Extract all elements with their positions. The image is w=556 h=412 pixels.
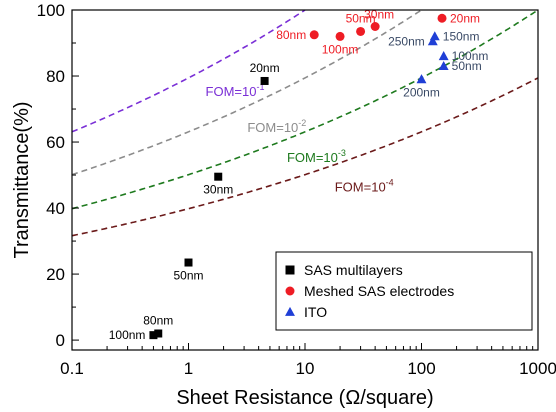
point-label: 80nm [276,28,306,42]
x-tick-label: 100 [407,359,435,378]
fom-curve-4 [71,77,539,237]
point-circle-1 [309,30,319,40]
fom-labels: FOM=10-1 FOM=10-2 FOM=10-3 FOM=10-4 [206,82,394,195]
y-tick-label: 80 [46,67,65,86]
fom-label-3: FOM=10-3 [287,148,346,165]
point-triangle-1 [416,74,427,84]
legend: SAS multilayers Meshed SAS electrodes ITO [275,251,533,331]
y-tick-label: 40 [46,199,65,218]
point-circle-3 [356,26,366,36]
fom-curve-3 [71,9,539,210]
x-tick-label: 10 [296,359,315,378]
point-circle-2 [335,31,345,41]
point-label: 100nm [322,42,359,56]
point-circle-5 [437,13,447,23]
y-tick-label: 60 [46,133,65,152]
legend-marker-circle [285,286,295,296]
legend-label: SAS multilayers [304,262,403,278]
y-tick-label: 100 [37,1,65,20]
point-label: 50nm [452,59,482,73]
point-square-1 [149,331,158,340]
fom-curve-1 [71,9,306,133]
fom-label-1: FOM=10-1 [206,82,265,99]
point-label: 200nm [403,85,440,99]
point-square-2 [154,329,163,338]
point-label: 30nm [203,183,233,197]
point-square-4 [214,172,223,181]
point-label: 80nm [143,313,173,327]
point-circle-4 [370,22,380,32]
fom-label-2: FOM=10-2 [247,118,306,135]
point-triangle-2 [427,36,438,46]
x-axis-label: Sheet Resistance (Ω/square) [176,387,433,409]
fom-curve-2 [71,9,422,176]
data-points [149,13,449,340]
y-tick-label: 20 [46,265,65,284]
y-axis: 0 20 40 60 80 100 [37,1,79,350]
legend-label: Meshed SAS electrodes [304,283,454,299]
legend-marker-square [285,265,295,275]
fom-label-4: FOM=10-4 [335,178,394,195]
point-label: 100nm [452,49,489,63]
point-triangle-5 [438,60,449,70]
point-triangle-4 [438,51,449,61]
point-square-3 [184,258,193,267]
point-triangle-3 [429,31,440,41]
fom-curves [71,9,539,237]
point-label: 20nm [250,61,280,75]
legend-box [275,251,533,331]
legend-marker-triangle [285,306,295,316]
point-label: 250nm [388,34,425,48]
x-axis: 0.1 1 10 100 1000 [60,343,556,378]
y-tick-label: 0 [56,331,65,350]
y-axis-label: Transmittance(%) [11,101,33,258]
point-label: 30nm [364,8,394,22]
point-square-5 [260,76,269,85]
point-label: 20nm [450,11,480,25]
x-tick-label: 1000 [519,359,556,378]
x-tick-label: 1 [184,359,193,378]
point-label: 100nm [109,328,146,342]
point-label: 50nm [173,269,203,283]
point-label: 50nm [346,11,376,25]
point-label: 150nm [443,29,480,43]
legend-label: ITO [304,304,327,320]
x-tick-label: 0.1 [60,359,84,378]
